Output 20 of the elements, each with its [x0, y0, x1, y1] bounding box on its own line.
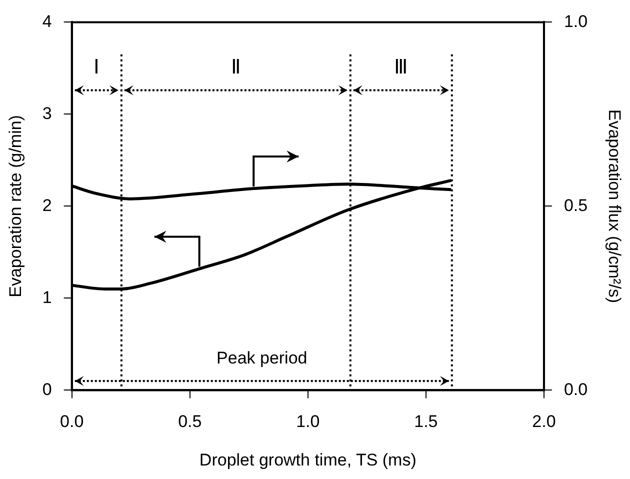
y2-tick-label: 0.5: [564, 196, 588, 215]
annotation: Ⅰ: [94, 56, 100, 79]
annotation: Ⅱ: [230, 56, 241, 79]
y-tick-label: 1: [42, 288, 52, 307]
y2-tick-label: 0.0: [564, 380, 588, 399]
x-tick-label: 0.5: [178, 412, 202, 432]
y-tick-label: 0: [42, 380, 52, 399]
y2-axis-title: Evaporation flux (g/cm²/s): [605, 109, 624, 304]
x-tick-label: 2.0: [532, 412, 556, 432]
x-axis-title: Droplet growth time, TS (ms): [199, 450, 416, 470]
x-tick-label: 0.0: [60, 412, 84, 432]
x-tick-label: 1.5: [414, 412, 438, 432]
y2-tick-label: 1.0: [564, 12, 588, 31]
y-tick-label: 3: [42, 104, 52, 123]
x-tick-label: 1.0: [296, 412, 320, 432]
y-axis-title: Evaporation rate (g/min): [6, 115, 25, 298]
annotation: Ⅲ: [394, 56, 408, 79]
y-tick-label: 2: [42, 196, 52, 215]
y-tick-label: 4: [42, 12, 52, 31]
annotation: Peak period: [216, 348, 308, 368]
